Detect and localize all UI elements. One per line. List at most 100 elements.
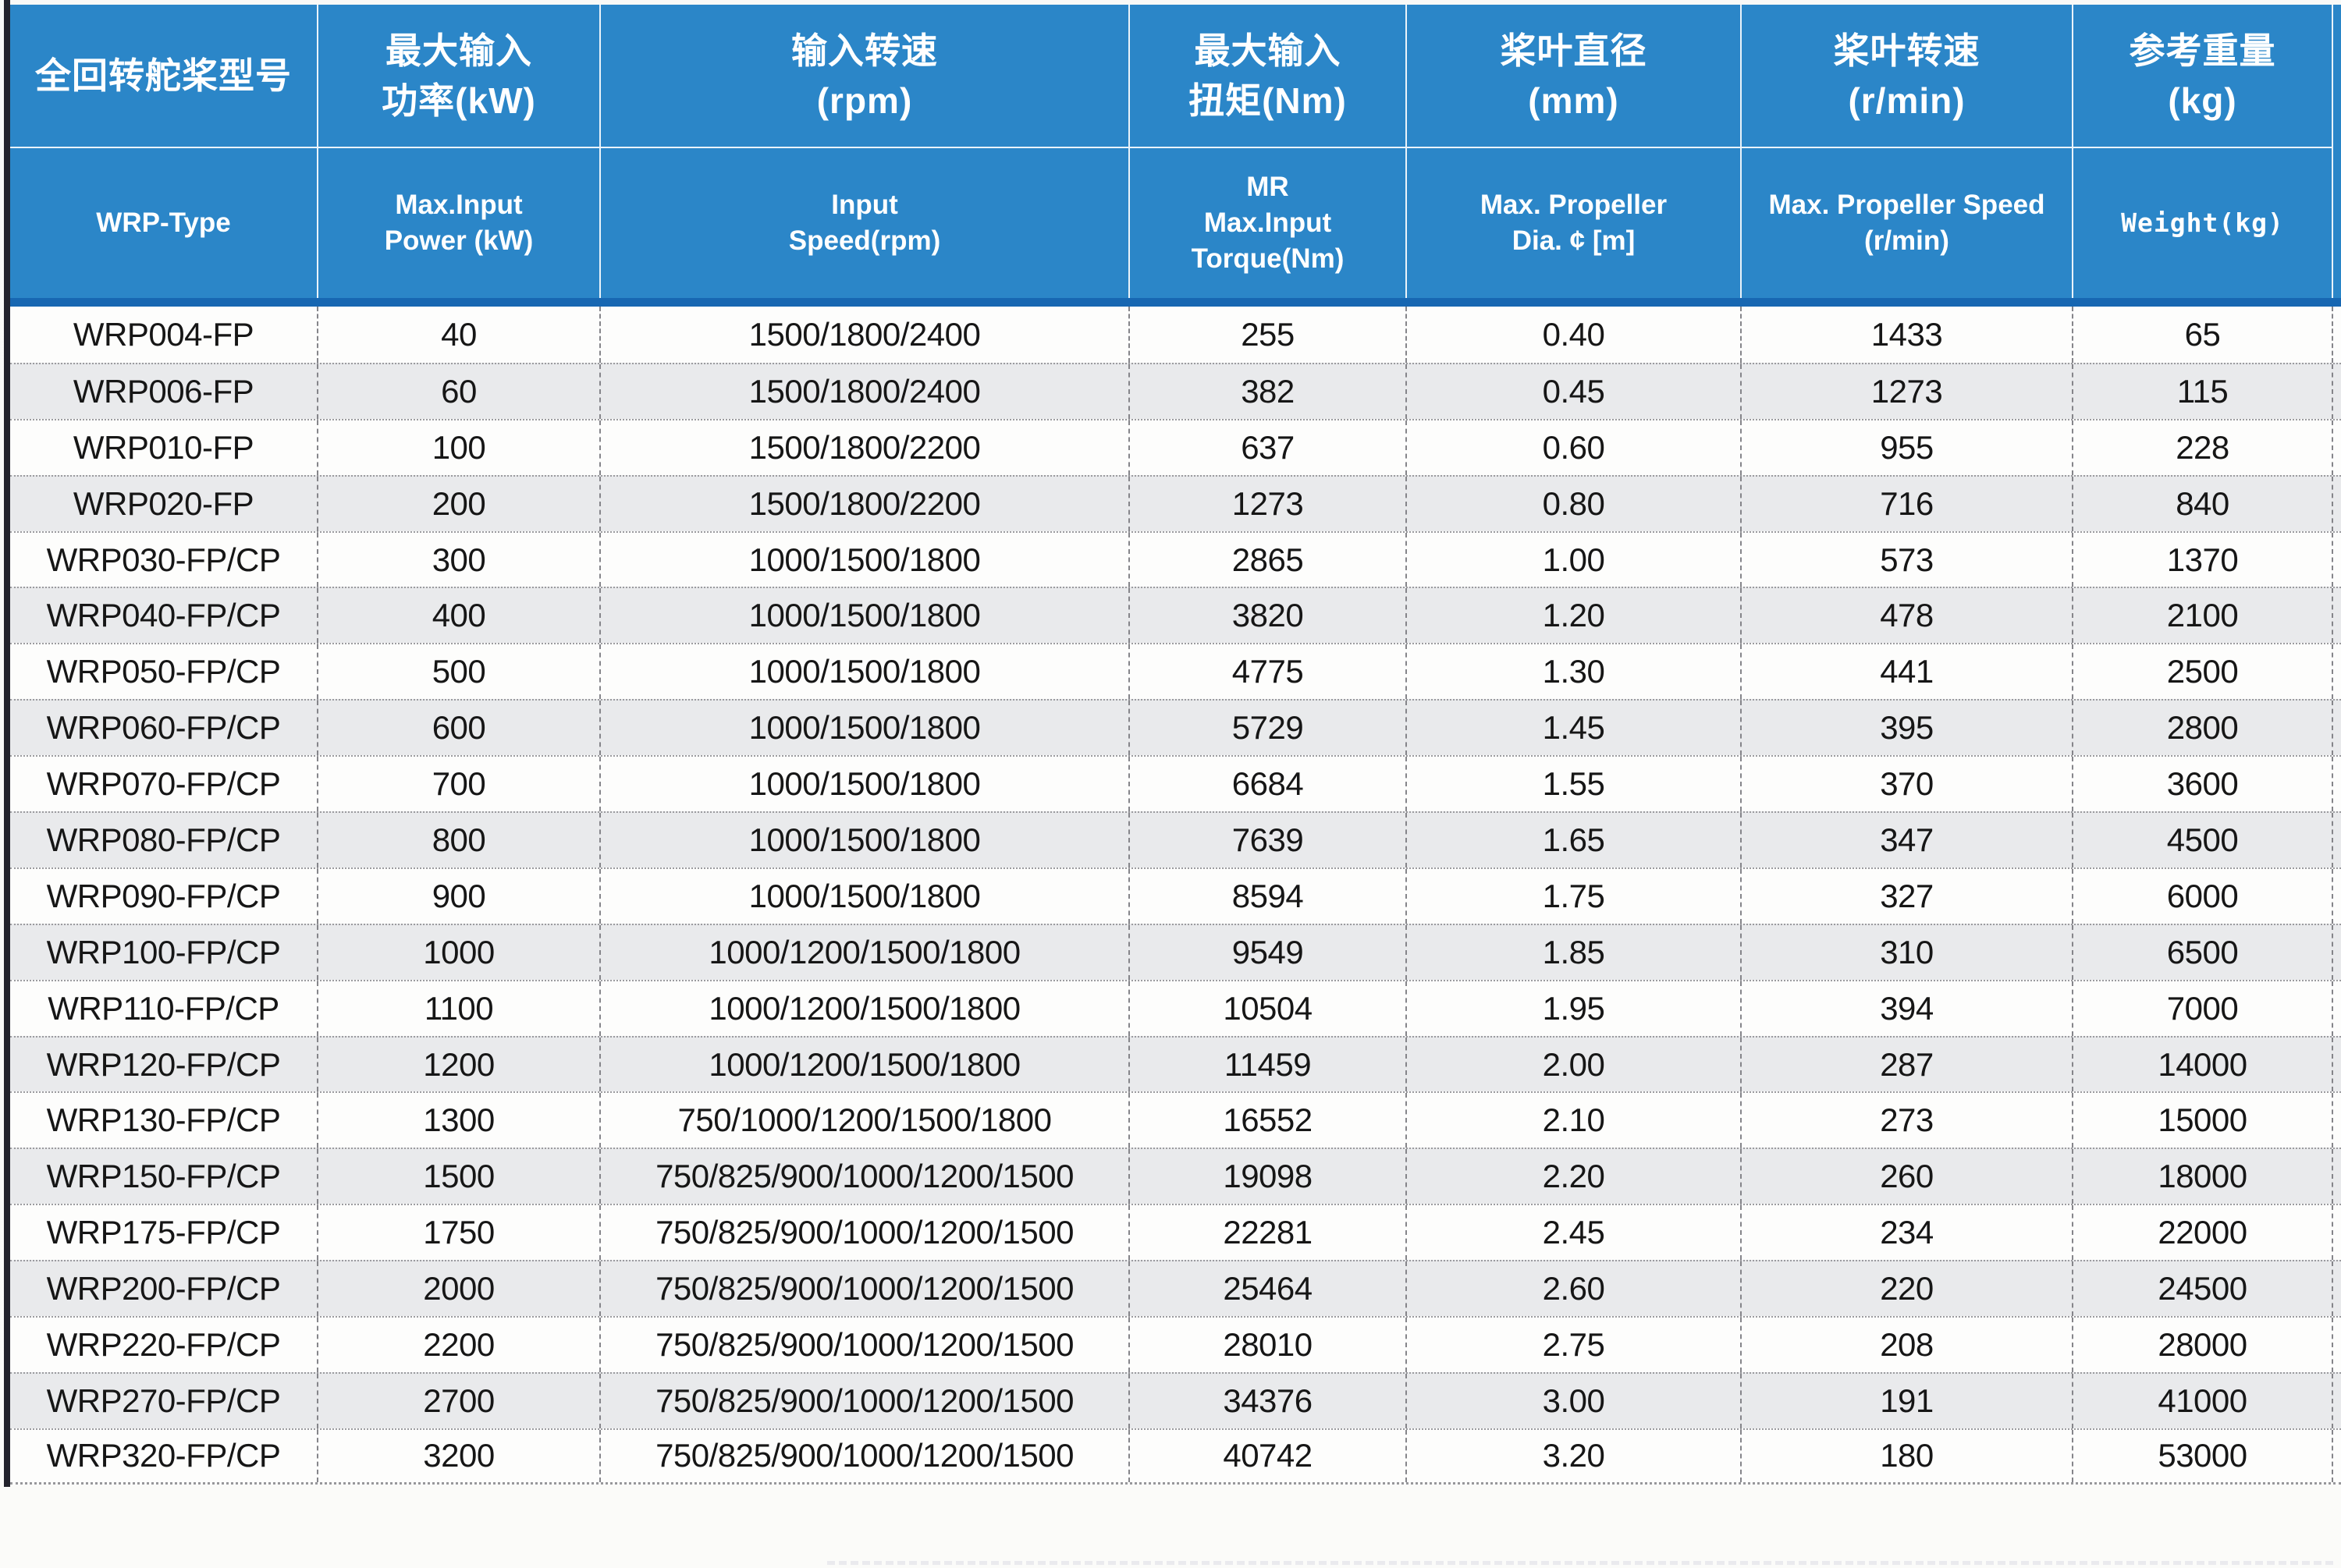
cell-input-speed-rpm: 750/825/900/1000/1200/1500 (601, 1318, 1130, 1372)
header-en-input-speed-rpm: Input Speed(rpm) (601, 148, 1130, 298)
cell-max-input-torque-nm: 382 (1130, 364, 1407, 419)
header-row-english: WRP-Type Max.Input Power (kW) Input Speed(… (10, 148, 2341, 298)
cell-input-speed-rpm: 750/825/900/1000/1200/1500 (601, 1373, 1130, 1428)
cell-max-propeller-speed-rpm: 347 (1742, 813, 2073, 867)
header-en-max-propeller-dia-m: Max. Propeller Dia. ¢ [m] (1407, 148, 1742, 298)
cell-max-propeller-speed-rpm: 955 (1742, 420, 2073, 475)
cell-weight-kg: 6000 (2073, 868, 2333, 924)
cell-type: WRP100-FP/CP (10, 924, 318, 980)
cell-max-propeller-speed-rpm: 234 (1742, 1205, 2073, 1261)
cell-max-input-power-kw: 800 (318, 813, 601, 867)
cell-weight-kg: 2800 (2073, 701, 2333, 756)
cell-weight-kg: 3600 (2073, 757, 2333, 812)
cell-max-input-torque-nm: 637 (1130, 420, 1407, 475)
cell-weight-kg: 53000 (2073, 1429, 2333, 1482)
cell-weight-kg: 115 (2073, 364, 2333, 419)
cell-input-speed-rpm: 1000/1500/1800 (601, 532, 1130, 587)
cell-max-input-torque-nm: 11459 (1130, 1037, 1407, 1092)
cell-max-input-torque-nm: 19098 (1130, 1149, 1407, 1204)
table-row: WRP150-FP/CP 1500 750/825/900/1000/1200/15… (10, 1148, 2341, 1204)
cell-max-propeller-speed-rpm: 716 (1742, 476, 2073, 531)
cell-weight-kg: 65 (2073, 307, 2333, 363)
cell-max-input-power-kw: 60 (318, 364, 601, 419)
table-row: WRP320-FP/CP 3200 750/825/900/1000/1200/15… (10, 1428, 2341, 1485)
cell-max-propeller-dia-m: 0.60 (1407, 420, 1742, 475)
cell-type: WRP050-FP/CP (10, 644, 318, 700)
cell-input-speed-rpm: 750/825/900/1000/1200/1500 (601, 1205, 1130, 1261)
table-row: WRP070-FP/CP 700 1000/1500/1800 6684 1.55 370… (10, 755, 2341, 812)
table-row: WRP006-FP 60 1500/1800/2400 382 0.45 1273 115 (10, 362, 2341, 419)
header-cn-weight-kg: 参考重量 (kg) (2073, 5, 2333, 148)
cell-max-input-torque-nm: 28010 (1130, 1318, 1407, 1372)
header-cn-max-propeller-dia-m: 桨叶直径 (mm) (1407, 5, 1742, 148)
table-row: WRP270-FP/CP 2700 750/825/900/1000/1200/15… (10, 1371, 2341, 1428)
table-row: WRP200-FP/CP 2000 750/825/900/1000/1200/15… (10, 1260, 2341, 1317)
cell-max-input-power-kw: 1200 (318, 1037, 601, 1092)
cell-type: WRP320-FP/CP (10, 1429, 318, 1482)
cell-max-input-power-kw: 1000 (318, 924, 601, 980)
cell-max-input-torque-nm: 2865 (1130, 532, 1407, 587)
cell-input-speed-rpm: 1000/1500/1800 (601, 868, 1130, 924)
cell-type: WRP040-FP/CP (10, 588, 318, 644)
cell-type: WRP030-FP/CP (10, 532, 318, 587)
cell-type: WRP070-FP/CP (10, 757, 318, 812)
cell-max-input-power-kw: 40 (318, 307, 601, 363)
cell-type: WRP200-FP/CP (10, 1261, 318, 1317)
header-cn-input-speed-rpm: 输入转速 (rpm) (601, 5, 1130, 148)
table-row: WRP050-FP/CP 500 1000/1500/1800 4775 1.30 441… (10, 643, 2341, 700)
cell-max-input-torque-nm: 7639 (1130, 813, 1407, 867)
cell-max-propeller-dia-m: 1.45 (1407, 701, 1742, 756)
header-cn-max-input-torque-nm: 最大输入 扭矩(Nm) (1130, 5, 1407, 148)
table-row: WRP130-FP/CP 1300 750/1000/1200/1500/1800 1… (10, 1091, 2341, 1148)
cell-input-speed-rpm: 1500/1800/2400 (601, 364, 1130, 419)
table-row: WRP090-FP/CP 900 1000/1500/1800 8594 1.75 327… (10, 867, 2341, 924)
cell-input-speed-rpm: 1500/1800/2400 (601, 307, 1130, 363)
cell-max-propeller-dia-m: 1.30 (1407, 644, 1742, 700)
cell-input-speed-rpm: 1000/1500/1800 (601, 757, 1130, 812)
table-row: WRP080-FP/CP 800 1000/1500/1800 7639 1.65 347… (10, 811, 2341, 867)
cell-max-input-torque-nm: 3820 (1130, 588, 1407, 644)
wrp-spec-table: 全回转舵桨型号 最大输入 功率(kW) 输入转速 (rpm) 最大输入 扭矩(Nm) 桨… (10, 5, 2341, 1485)
cell-max-propeller-dia-m: 0.40 (1407, 307, 1742, 363)
table-row: WRP040-FP/CP 400 1000/1500/1800 3820 1.20 478… (10, 587, 2341, 644)
cell-input-speed-rpm: 1000/1500/1800 (601, 644, 1130, 700)
cell-max-propeller-speed-rpm: 441 (1742, 644, 2073, 700)
cell-type: WRP060-FP/CP (10, 701, 318, 756)
header-row-chinese: 全回转舵桨型号 最大输入 功率(kW) 输入转速 (rpm) 最大输入 扭矩(Nm) 桨… (10, 5, 2341, 148)
cell-input-speed-rpm: 1500/1800/2200 (601, 476, 1130, 531)
cell-max-input-torque-nm: 1273 (1130, 476, 1407, 531)
header-cn-max-propeller-speed-rpm: 桨叶转速 (r/min) (1742, 5, 2073, 148)
table-row: WRP220-FP/CP 2200 750/825/900/1000/1200/15… (10, 1316, 2341, 1372)
cell-weight-kg: 4500 (2073, 813, 2333, 867)
cell-input-speed-rpm: 1000/1200/1500/1800 (601, 981, 1130, 1036)
cell-max-input-power-kw: 1750 (318, 1205, 601, 1261)
cell-input-speed-rpm: 1000/1200/1500/1800 (601, 1037, 1130, 1092)
cell-input-speed-rpm: 750/825/900/1000/1200/1500 (601, 1261, 1130, 1317)
cell-max-input-power-kw: 400 (318, 588, 601, 644)
cell-max-propeller-speed-rpm: 208 (1742, 1318, 2073, 1372)
cell-type: WRP130-FP/CP (10, 1093, 318, 1148)
cell-weight-kg: 1370 (2073, 532, 2333, 587)
cell-max-input-power-kw: 700 (318, 757, 601, 812)
cell-weight-kg: 14000 (2073, 1037, 2333, 1092)
cell-weight-kg: 228 (2073, 420, 2333, 475)
cell-max-propeller-speed-rpm: 273 (1742, 1093, 2073, 1148)
table-row: WRP110-FP/CP 1100 1000/1200/1500/1800 10504… (10, 979, 2341, 1036)
cell-max-input-torque-nm: 16552 (1130, 1093, 1407, 1148)
cell-max-input-torque-nm: 25464 (1130, 1261, 1407, 1317)
cell-max-input-torque-nm: 10504 (1130, 981, 1407, 1036)
cell-max-input-torque-nm: 255 (1130, 307, 1407, 363)
cell-max-propeller-dia-m: 0.45 (1407, 364, 1742, 419)
cell-input-speed-rpm: 1000/1500/1800 (601, 588, 1130, 644)
cell-weight-kg: 22000 (2073, 1205, 2333, 1261)
table-row: WRP120-FP/CP 1200 1000/1200/1500/1800 11459… (10, 1035, 2341, 1092)
cell-max-propeller-dia-m: 3.00 (1407, 1373, 1742, 1428)
cell-max-input-power-kw: 1300 (318, 1093, 601, 1148)
cell-weight-kg: 28000 (2073, 1318, 2333, 1372)
cell-max-propeller-dia-m: 1.65 (1407, 813, 1742, 867)
cell-weight-kg: 6500 (2073, 924, 2333, 980)
cell-type: WRP110-FP/CP (10, 981, 318, 1036)
cell-max-propeller-speed-rpm: 478 (1742, 588, 2073, 644)
cell-max-propeller-dia-m: 1.20 (1407, 588, 1742, 644)
